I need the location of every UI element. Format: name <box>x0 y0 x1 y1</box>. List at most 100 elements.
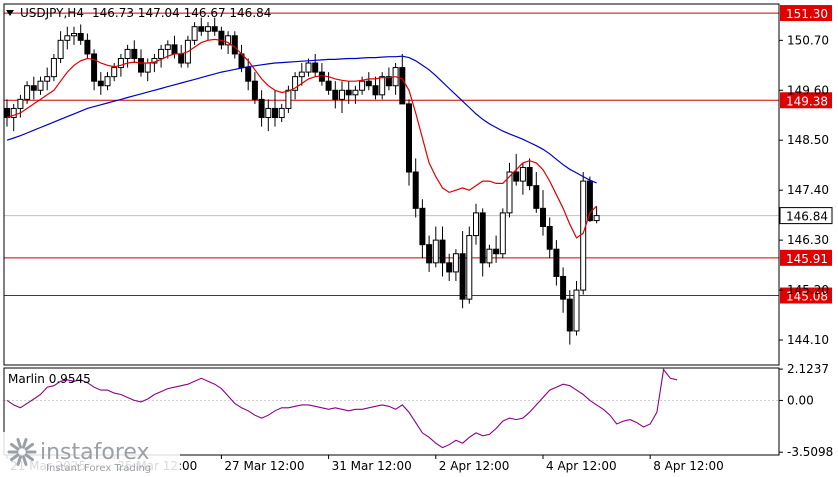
price-tick-label: 147.40 <box>787 183 829 197</box>
candle-bear <box>399 67 406 105</box>
watermark-bg <box>0 432 180 477</box>
oscillator-tick-label: 0.00 <box>787 393 814 407</box>
candle-bull <box>191 26 198 41</box>
candle-bull <box>17 98 24 109</box>
candle-bear <box>426 244 433 264</box>
time-tick-label: 27 Mar 12:00 <box>224 459 304 473</box>
candle-bear <box>372 85 379 96</box>
candle-bear <box>365 80 372 87</box>
candle-bear <box>30 85 37 91</box>
chart-header: USDJPY,H4 146.73 147.04 146.67 146.84 <box>6 6 271 20</box>
watermark-tagline: Instant Forex Trading <box>46 463 151 474</box>
candle-bear <box>211 26 218 32</box>
candle-bull <box>265 107 272 119</box>
candle-bear <box>325 80 332 91</box>
axes <box>3 3 783 459</box>
candle-bear <box>560 275 567 300</box>
candle-bull <box>158 48 165 59</box>
candle-bear <box>446 262 453 273</box>
candle-bull <box>285 89 292 109</box>
candle-bear <box>171 44 178 55</box>
candle-bear <box>245 67 252 82</box>
candle-bull <box>580 180 587 291</box>
candle-bear <box>138 57 144 73</box>
level-label: 145.08 <box>786 290 828 304</box>
symbol-timeframe: USDJPY,H4 <box>20 6 84 20</box>
candle-bear <box>439 239 446 264</box>
candle-bull <box>339 89 345 100</box>
candle-bull <box>44 76 51 82</box>
candle-bear <box>345 89 352 96</box>
axis-labels: 150.70 149.60 148.50 147.40 146.30 145.20 144.… <box>10 33 833 473</box>
horizontal-levels: 151.30 149.38 145.91 145.08 146.84 <box>4 5 833 304</box>
logo-ray <box>22 455 28 466</box>
candle-bull <box>37 80 44 91</box>
level-label-bg <box>780 287 832 304</box>
candle-bull <box>164 44 171 50</box>
candle-bear <box>479 212 486 264</box>
logo-ray <box>16 455 22 466</box>
ma-slow-line <box>6 55 597 184</box>
oscillator-pane <box>4 368 779 449</box>
logo-ray <box>22 438 28 449</box>
level-label: 145.91 <box>786 252 828 266</box>
candle-bull <box>104 76 111 87</box>
time-tick-label: 31 Mar 12:00 <box>332 459 412 473</box>
time-tick-label: 4 Apr 12:00 <box>546 459 617 473</box>
candle-bull <box>124 48 131 59</box>
candle-bull <box>486 248 493 264</box>
candle-bear <box>312 62 319 73</box>
candle-bull <box>573 289 580 332</box>
logo-ray <box>24 453 34 462</box>
candle-bear <box>84 39 91 55</box>
candle-bear <box>178 53 185 64</box>
candle-bear <box>272 107 278 119</box>
oscillator-label: Marlin 0.9545 <box>8 372 91 386</box>
candle-bull <box>111 67 118 78</box>
collapse-triangle-icon[interactable] <box>6 10 14 16</box>
candle-bull <box>305 62 312 73</box>
candles <box>4 17 600 345</box>
candle-bull <box>379 76 386 96</box>
ma-fast-line <box>6 38 598 239</box>
price-tick-label: 144.10 <box>787 333 829 347</box>
level-label-bg <box>780 249 832 266</box>
candle-bear <box>332 89 339 100</box>
watermark-brand: instaforex <box>40 440 150 465</box>
moving-averages <box>6 38 598 239</box>
price-tick-label: 149.60 <box>787 83 829 97</box>
candle-bull <box>278 107 285 119</box>
level-label: 149.38 <box>786 94 828 108</box>
candle-bear <box>553 248 560 277</box>
candle-bear <box>566 298 573 332</box>
oscillator-tick-label: -3.5098 <box>787 445 833 459</box>
candle-bear <box>586 180 593 222</box>
current-price-bg <box>779 207 833 225</box>
candle-bear <box>218 30 225 46</box>
candle-bull <box>466 235 473 300</box>
candle-bear <box>533 185 540 209</box>
candle-bull <box>292 76 299 91</box>
price-tick-label: 150.70 <box>787 33 829 47</box>
candle-bull <box>519 166 526 182</box>
oscillator-tick-label: 2.1237 <box>787 362 829 376</box>
candle-bear <box>526 166 533 187</box>
candle-bear <box>97 80 104 87</box>
candle-bear <box>406 103 412 173</box>
oscillator-pane-frame <box>3 367 780 456</box>
candle-bear <box>91 53 98 82</box>
candle-bear <box>258 98 265 119</box>
price-pane-frame <box>3 3 780 366</box>
candle-bull <box>64 35 71 41</box>
price-tick-label: 146.30 <box>787 233 829 247</box>
candle-bull <box>50 57 57 78</box>
candle-bear <box>385 76 392 87</box>
candle-bull <box>473 212 479 237</box>
candle-bull <box>359 80 366 91</box>
time-tick-label: 8 Apr 12:00 <box>653 459 724 473</box>
candle-bear <box>4 107 10 119</box>
candle-bear <box>231 35 238 55</box>
